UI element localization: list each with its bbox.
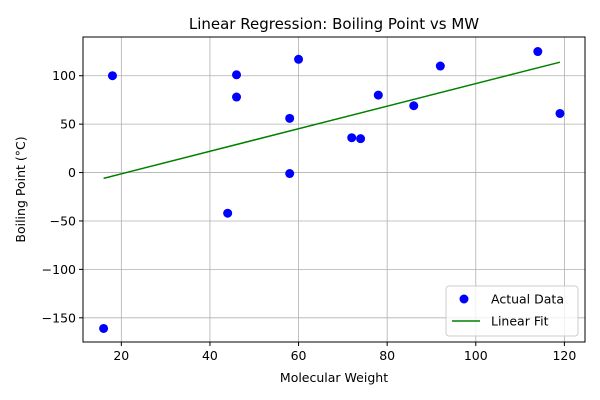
data-point [356,134,366,144]
data-point [347,133,357,143]
x-tick-label: 20 [113,348,129,363]
y-axis-ticks: −150 −100 −50 0 50 100 [42,68,83,325]
x-tick-label: 40 [202,348,218,363]
plot-series [99,47,565,333]
y-tick-label: 100 [52,68,76,83]
data-point [285,113,295,123]
legend-label-linear-fit: Linear Fit [491,314,549,329]
legend-marker-actual-data [459,294,469,304]
data-point [232,92,242,102]
data-point [107,71,117,81]
data-point [294,54,304,64]
grid [83,37,585,342]
data-point [435,61,445,71]
x-tick-label: 100 [464,348,488,363]
plot-frame [82,36,586,343]
legend-label-actual-data: Actual Data [491,292,564,307]
chart-title: Linear Regression: Boiling Point vs MW [189,15,479,33]
x-axis-ticks: 20 40 60 80 100 120 [113,342,576,363]
y-tick-label: −150 [42,310,76,325]
x-tick-label: 80 [379,348,395,363]
y-tick-label: 0 [68,165,76,180]
data-point [232,70,242,80]
y-tick-label: 50 [60,117,76,132]
x-axis-label: Molecular Weight [280,370,388,385]
data-point [223,208,233,218]
data-point [285,169,295,179]
linear-fit-line [103,61,561,180]
y-tick-label: −50 [50,213,76,228]
x-tick-label: 60 [291,348,307,363]
y-axis-label: Boiling Point (°C) [13,136,28,242]
legend-box [445,285,579,337]
data-point [373,90,383,100]
x-tick-label: 120 [552,348,576,363]
legend: Actual Data Linear Fit [445,285,579,337]
data-point [409,101,419,111]
y-tick-label: −100 [42,262,76,277]
data-point [555,108,565,118]
data-point [99,323,109,333]
data-point [533,47,543,57]
